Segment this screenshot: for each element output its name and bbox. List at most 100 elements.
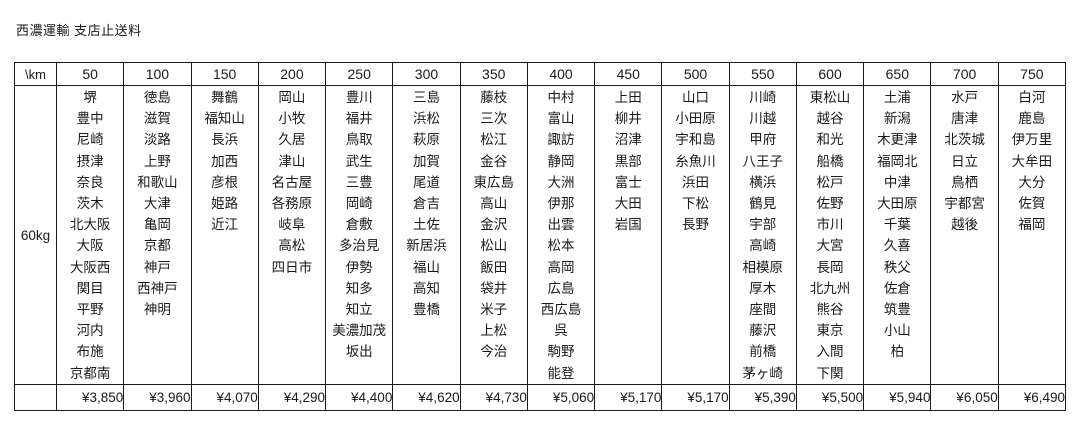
km-header-cell: 200 bbox=[257, 62, 327, 86]
city-name: 厚木 bbox=[749, 280, 777, 296]
city-name: 入間 bbox=[816, 344, 844, 360]
city-name: 千葉 bbox=[883, 217, 911, 233]
city-list-cell: 東松山 越谷 和光 船橋 松戸 佐野 市川 大宮 長岡 北九州 熊谷 東京 入間 下関 bbox=[795, 85, 865, 385]
city-name: 岡崎 bbox=[345, 196, 373, 212]
price-cell: ¥5,500 bbox=[795, 384, 865, 411]
price-cell: ¥6,490 bbox=[997, 384, 1067, 411]
city-list-row: 60kg 堺豊中 尼崎 摂津 奈良 茨木 北大阪 大阪 大阪西 関目 平野 河内 布施 京都南 徳島 滋賀淡… bbox=[14, 85, 1067, 385]
city-name: 金谷 bbox=[480, 153, 508, 169]
city-name: 亀岡 bbox=[143, 217, 171, 233]
city-name: 市川 bbox=[816, 217, 844, 233]
city-name: 福井 bbox=[345, 111, 373, 127]
city-name: 藤枝 bbox=[480, 90, 508, 105]
price-row: ¥3,850 ¥3,960 ¥4,070 ¥4,290 ¥4,400 ¥4,620 ¥4,7… bbox=[14, 384, 1067, 411]
city-name: 淡路 bbox=[143, 132, 171, 148]
city-name: 長浜 bbox=[211, 132, 239, 148]
km-header-cell: 300 bbox=[392, 62, 461, 86]
city-name: 神明 bbox=[143, 302, 171, 318]
city-name: 小田原 bbox=[675, 111, 716, 127]
city-name: 川越 bbox=[749, 111, 777, 127]
city-name: 下松 bbox=[682, 196, 710, 212]
city-name: 松山 bbox=[480, 238, 508, 254]
city-name: 京都 bbox=[143, 238, 171, 254]
city-name: 高山 bbox=[480, 196, 508, 212]
city-name: 大田原 bbox=[877, 196, 918, 212]
city-name: 北茨城 bbox=[944, 132, 985, 148]
city-name: 茨木 bbox=[76, 196, 104, 212]
km-header-cell: 400 bbox=[526, 62, 596, 86]
city-name: 筑豊 bbox=[883, 302, 911, 318]
city-name: 布施 bbox=[76, 344, 104, 360]
city-name: 各務原 bbox=[271, 196, 313, 212]
price-cell: ¥5,940 bbox=[863, 384, 932, 411]
city-name: 彦根 bbox=[211, 174, 239, 190]
km-header-cell: 150 bbox=[190, 62, 259, 86]
city-name: 浜松 bbox=[412, 111, 440, 127]
city-name: 久居 bbox=[278, 132, 306, 148]
city-name: 出雲 bbox=[547, 217, 575, 233]
city-name: 熊谷 bbox=[816, 302, 844, 318]
city-name: 柳井 bbox=[614, 111, 642, 127]
city-name: 呉 bbox=[554, 323, 568, 339]
city-name: 富山 bbox=[547, 111, 575, 127]
city-name: 大田 bbox=[614, 196, 642, 212]
city-name: 松江 bbox=[480, 132, 508, 148]
city-name: 奈良 bbox=[76, 174, 104, 190]
city-name: 東京 bbox=[816, 323, 844, 339]
city-name: 高松 bbox=[278, 238, 306, 254]
city-name: 土浦 bbox=[883, 90, 911, 105]
city-list-cell: 舞鶴 福知山 長浜 加西 彦根 姫路 近江 bbox=[190, 85, 259, 385]
city-name: 知立 bbox=[345, 302, 373, 318]
city-name: 新潟 bbox=[883, 111, 911, 127]
city-name: 長野 bbox=[682, 217, 710, 233]
city-list-cell: 上田 柳井 沼津 黒部 富士 大田 岩国 bbox=[594, 85, 663, 385]
price-cell: ¥3,960 bbox=[123, 384, 192, 411]
shipping-rate-table: \km 50 100 150 200 250 300 350 400 450 500 550 600 6… bbox=[14, 62, 1067, 411]
city-name: 広島 bbox=[547, 280, 575, 296]
city-name: 船橋 bbox=[816, 153, 844, 169]
city-name: 大阪西 bbox=[69, 259, 111, 275]
city-name: 神戸 bbox=[143, 259, 171, 275]
city-name: 岩国 bbox=[614, 217, 642, 233]
city-name: 加賀 bbox=[412, 153, 440, 169]
price-cell: ¥4,620 bbox=[392, 384, 461, 411]
city-name: 白河 bbox=[1018, 90, 1046, 105]
city-name: 名古屋 bbox=[271, 174, 313, 190]
km-header-cell: 550 bbox=[728, 62, 797, 86]
city-name: 水戸 bbox=[951, 90, 979, 105]
city-name: 宇和島 bbox=[675, 132, 716, 148]
city-name: 姫路 bbox=[211, 196, 239, 212]
city-name: 伊万里 bbox=[1011, 132, 1053, 148]
km-header-cell: 650 bbox=[863, 62, 932, 86]
city-name: 秩父 bbox=[883, 259, 911, 275]
city-name: 相模原 bbox=[742, 259, 784, 275]
city-name: 西広島 bbox=[540, 302, 582, 318]
city-name: 美濃加茂 bbox=[332, 323, 387, 339]
city-list-cell: 岡山 小牧 久居 津山 名古屋 各務原 岐阜 高松 四日市 bbox=[257, 85, 327, 385]
city-name: 西神戸 bbox=[137, 280, 178, 296]
city-name: 福山 bbox=[412, 259, 440, 275]
city-name: 三次 bbox=[480, 111, 508, 127]
city-name: 尼崎 bbox=[76, 132, 104, 148]
city-name: 佐倉 bbox=[883, 280, 911, 296]
city-name: 甲府 bbox=[749, 132, 777, 148]
city-list-cell: 豊川 福井 鳥取 武生 三豊 岡崎 倉敷 多治見 伊勢 知多 知立 美濃加茂 坂出 bbox=[325, 85, 394, 385]
city-list-cell: 土浦 新潟 木更津 福岡北 中津 大田原 千葉 久喜 秩父 佐倉 筑豊 小山柏 bbox=[863, 85, 932, 385]
km-header-cell: 250 bbox=[325, 62, 394, 86]
price-cell: ¥6,050 bbox=[930, 384, 999, 411]
city-name: 津山 bbox=[278, 153, 306, 169]
city-list-cell: 山口 小田原 宇和島 糸魚川 浜田 下松 長野 bbox=[661, 85, 730, 385]
city-name: 舞鶴 bbox=[211, 90, 239, 105]
city-name: 八王子 bbox=[742, 153, 784, 169]
city-name: 柏 bbox=[890, 344, 905, 360]
city-name: 静岡 bbox=[547, 153, 575, 169]
weight-label-cell: 60kg bbox=[14, 85, 57, 385]
header-row: \km 50 100 150 200 250 300 350 400 450 500 550 600 6… bbox=[14, 62, 1067, 86]
km-header-cell: 700 bbox=[930, 62, 999, 86]
city-name: 宇部 bbox=[749, 217, 777, 233]
city-name: 近江 bbox=[211, 217, 239, 233]
km-header-cell: 600 bbox=[795, 62, 865, 86]
city-name: 松戸 bbox=[816, 174, 844, 190]
city-name: 北九州 bbox=[809, 280, 851, 296]
city-name: 多治見 bbox=[338, 238, 380, 254]
